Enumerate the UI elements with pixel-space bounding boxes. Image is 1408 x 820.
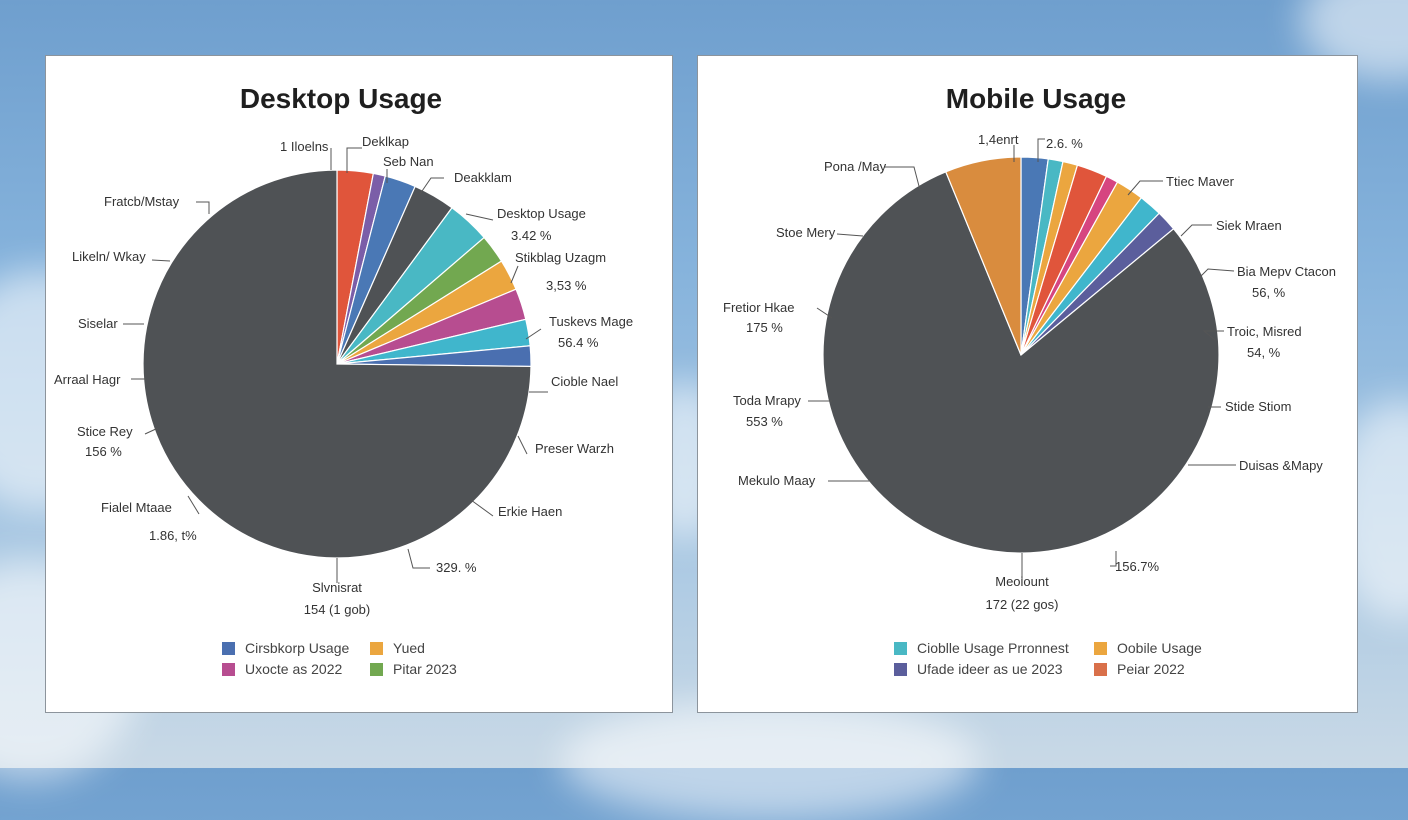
slice-label: Likeln/ Wkay	[72, 249, 146, 264]
legend-swatch	[894, 641, 907, 655]
chart-title: Desktop Usage	[240, 83, 442, 114]
legend-label: Peiar 2022	[1117, 661, 1185, 677]
slice-label: Fialel Mtaae	[101, 500, 172, 515]
slice-value: 172 (22 gos)	[986, 597, 1059, 612]
mobile-usage-panel: Mobile Usage 1,4enrt 2.6. % Pona /May Tt…	[697, 55, 1358, 713]
slice-label: Stide Stiom	[1225, 399, 1291, 414]
mobile-labels: 1,4enrt 2.6. % Pona /May Ttiec Maver Sie…	[723, 132, 1336, 612]
slice-label: 1,4enrt	[978, 132, 1019, 147]
slice-label: Pona /May	[824, 159, 887, 174]
slice-label: Deklkap	[362, 134, 409, 149]
slice-label: Tuskevs Mage	[549, 314, 633, 329]
slice-label: Cioble Nael	[551, 374, 618, 389]
slice-label: Ttiec Maver	[1166, 174, 1235, 189]
desktop-leader-lines	[123, 147, 548, 583]
desktop-usage-panel: Desktop Usage 1 Iloelns Deklkap Seb	[45, 55, 673, 713]
pie-slice-8	[822, 171, 1220, 554]
legend-label: Cirsbkorp Usage	[245, 640, 350, 656]
slice-label: Bia Mepv Ctacon	[1237, 264, 1336, 279]
legend-label: Cioblle Usage Prronnest	[917, 640, 1069, 656]
slice-label: Meoiount	[995, 574, 1049, 589]
slice-label: Arraal Hagr	[54, 372, 121, 387]
mobile-pie-chart: Mobile Usage 1,4enrt 2.6. % Pona /May Tt…	[723, 83, 1336, 612]
slice-value: 54, %	[1247, 345, 1281, 360]
legend-item: Peiar 2022	[1094, 661, 1185, 677]
slice-label: Stice Rey	[77, 424, 133, 439]
slice-label: Deakklam	[454, 170, 512, 185]
slice-label: 329. %	[436, 560, 477, 575]
legend-item: Cioblle Usage Prronnest	[894, 640, 1069, 656]
slice-label: Erkie Haen	[498, 504, 562, 519]
legend-item: Yued	[370, 640, 425, 656]
legend-item: Uxocte as 2022	[222, 661, 342, 677]
legend-label: Uxocte as 2022	[245, 661, 343, 677]
legend-swatch	[222, 662, 235, 676]
slice-label: Slvnisrat	[312, 580, 362, 595]
slice-value: 553 %	[746, 414, 783, 429]
legend-label: Oobile Usage	[1117, 640, 1202, 656]
legend-swatch	[370, 662, 383, 676]
slice-label: Duisas &Mapy	[1239, 458, 1323, 473]
slice-label: Mekulo Maay	[738, 473, 816, 488]
mobile-slices	[822, 156, 1220, 554]
legend-swatch	[1094, 641, 1107, 655]
legend-item: Oobile Usage	[1094, 640, 1202, 656]
slice-value: 154 (1 gob)	[304, 602, 371, 617]
desktop-slices	[142, 169, 532, 559]
slice-label: Siek Mraen	[1216, 218, 1282, 233]
slice-label: 156.7%	[1115, 559, 1160, 574]
legend-item: Pitar 2023	[370, 661, 457, 677]
slice-value: 3,53 %	[546, 278, 587, 293]
slice-label: Seb Nan	[383, 154, 434, 169]
slice-value: 56.4 %	[558, 335, 599, 350]
legend-label: Pitar 2023	[393, 661, 457, 677]
slice-label: Desktop Usage	[497, 206, 586, 221]
legend-item: Cirsbkorp Usage	[222, 640, 349, 656]
slice-value: 3.42 %	[511, 228, 552, 243]
legend-swatch	[222, 641, 235, 655]
legend-swatch	[1094, 662, 1107, 676]
slice-label: Toda Mrapy	[733, 393, 801, 408]
pie-slice-10	[142, 169, 532, 559]
slice-label: 1 Iloelns	[280, 139, 329, 154]
legend-item: Ufade ideer as ue 2023	[894, 661, 1063, 677]
slice-label: Fretior Hkae	[723, 300, 795, 315]
legend-label: Yued	[393, 640, 425, 656]
slice-value: 156 %	[85, 444, 122, 459]
slice-label: Siselar	[78, 316, 118, 331]
slice-label: 2.6. %	[1046, 136, 1083, 151]
legend-swatch	[370, 641, 383, 655]
chart-title: Mobile Usage	[946, 83, 1126, 114]
slice-label: Troic, Misred	[1227, 324, 1302, 339]
slice-label: Stoe Mery	[776, 225, 836, 240]
slice-value: 56, %	[1252, 285, 1286, 300]
slice-label: Fratcb/Mstay	[104, 194, 180, 209]
slice-label: 1.86, t%	[149, 528, 197, 543]
desktop-pie-chart: Desktop Usage 1 Iloelns Deklkap Seb	[54, 83, 633, 617]
legend-swatch	[894, 662, 907, 676]
slice-label: Stikblag Uzagm	[515, 250, 606, 265]
mobile-leader-lines	[808, 138, 1236, 579]
pie-slice-9	[945, 156, 1022, 356]
legend-label: Ufade ideer as ue 2023	[917, 661, 1063, 677]
slice-label: Preser Warzh	[535, 441, 614, 456]
desktop-labels: 1 Iloelns Deklkap Seb Nan Deakklam Deskt…	[54, 134, 633, 617]
slice-value: 175 %	[746, 320, 783, 335]
